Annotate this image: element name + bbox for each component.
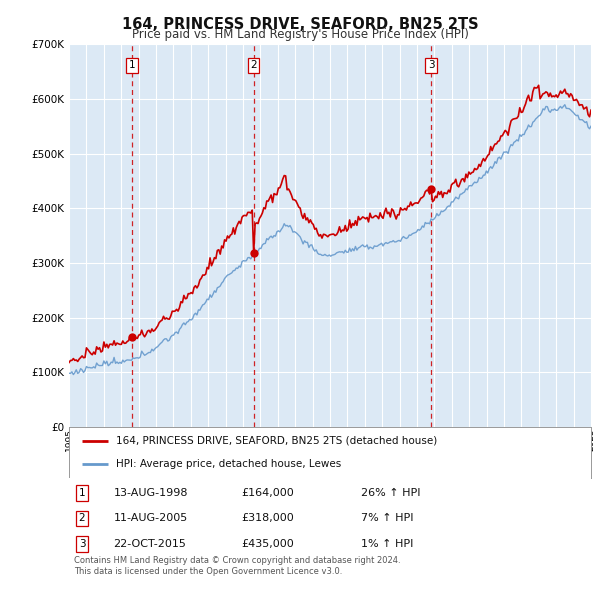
Text: 11-AUG-2005: 11-AUG-2005 — [113, 513, 188, 523]
Text: HPI: Average price, detached house, Lewes: HPI: Average price, detached house, Lewe… — [116, 459, 341, 469]
Text: 164, PRINCESS DRIVE, SEAFORD, BN25 2TS: 164, PRINCESS DRIVE, SEAFORD, BN25 2TS — [122, 17, 478, 31]
Text: 1: 1 — [128, 60, 135, 70]
Text: This data is licensed under the Open Government Licence v3.0.: This data is licensed under the Open Gov… — [74, 568, 343, 576]
Text: 2: 2 — [79, 513, 85, 523]
Text: 3: 3 — [79, 539, 85, 549]
Text: 22-OCT-2015: 22-OCT-2015 — [113, 539, 186, 549]
Text: 26% ↑ HPI: 26% ↑ HPI — [361, 488, 421, 498]
Text: Contains HM Land Registry data © Crown copyright and database right 2024.: Contains HM Land Registry data © Crown c… — [74, 556, 401, 565]
Text: 2: 2 — [250, 60, 257, 70]
Text: £318,000: £318,000 — [241, 513, 294, 523]
Text: £164,000: £164,000 — [241, 488, 294, 498]
Text: Price paid vs. HM Land Registry's House Price Index (HPI): Price paid vs. HM Land Registry's House … — [131, 28, 469, 41]
Text: 3: 3 — [428, 60, 434, 70]
Text: 1: 1 — [79, 488, 85, 498]
Text: 13-AUG-1998: 13-AUG-1998 — [113, 488, 188, 498]
Text: £435,000: £435,000 — [241, 539, 294, 549]
Text: 7% ↑ HPI: 7% ↑ HPI — [361, 513, 414, 523]
Text: 164, PRINCESS DRIVE, SEAFORD, BN25 2TS (detached house): 164, PRINCESS DRIVE, SEAFORD, BN25 2TS (… — [116, 435, 437, 445]
Text: 1% ↑ HPI: 1% ↑ HPI — [361, 539, 413, 549]
